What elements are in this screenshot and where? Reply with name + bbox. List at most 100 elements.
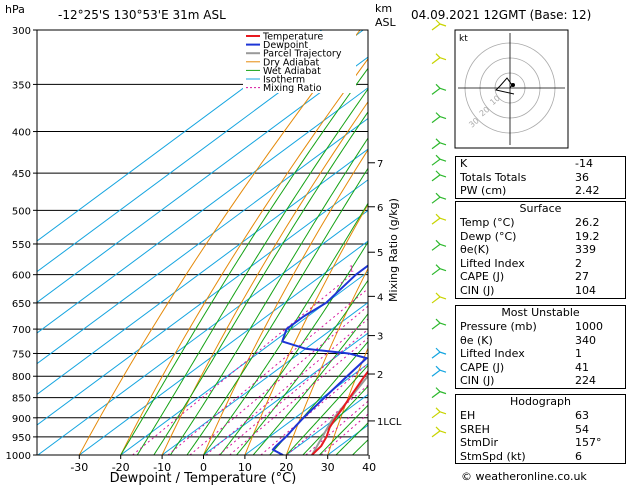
pressure-tick-label: 350 xyxy=(12,80,31,91)
temperature-tick-label: 10 xyxy=(238,461,252,474)
table-row: CIN (J) 224 xyxy=(456,374,625,388)
wet-adiabat-line xyxy=(120,67,368,455)
wind-barb xyxy=(439,369,447,373)
row-value: 26.2 xyxy=(575,216,600,229)
table-row: CAPE (J) 27 xyxy=(456,270,625,284)
table-row: Lifted Index 1 xyxy=(456,347,625,361)
row-label: CAPE (J) xyxy=(460,270,505,284)
row-label: PW (cm) xyxy=(460,184,507,198)
datetime-title: 04.09.2021 12GMT (Base: 12) xyxy=(411,8,591,22)
isotherm-line xyxy=(37,87,368,334)
table-row: EH 63 xyxy=(456,409,625,423)
wind-barb xyxy=(431,213,441,225)
row-value: 19.2 xyxy=(575,229,600,243)
wind-barb xyxy=(439,243,447,247)
row-value: 157° xyxy=(575,436,602,450)
km-tick-label: 5 xyxy=(377,248,383,259)
table-row: CAPE (J) 41 xyxy=(456,361,625,375)
km-tick-label: 2 xyxy=(377,370,383,381)
table-row: Pressure (mb) 1000 xyxy=(456,320,625,334)
table-row: StmDir 157° xyxy=(456,436,625,450)
legend-box xyxy=(243,31,356,93)
table-row: θe (K) 340 xyxy=(456,334,625,348)
parcel-trajectory-line xyxy=(311,374,368,455)
pressure-tick-label: 800 xyxy=(12,372,31,383)
wind-barb xyxy=(431,407,441,419)
legend-label: Mixing Ratio xyxy=(263,83,322,94)
wind-barb xyxy=(439,23,447,27)
row-label: CIN (J) xyxy=(460,283,495,297)
surface-title: Surface xyxy=(519,202,562,215)
temperature-tick-label: 20 xyxy=(279,461,293,474)
legend-label: Temperature xyxy=(262,32,323,43)
storm-motion-marker xyxy=(511,83,515,87)
table-row: K -14 xyxy=(456,157,625,171)
dry-adiabat-line xyxy=(78,30,361,455)
legend-label: Parcel Trajectory xyxy=(263,49,342,60)
wind-barb xyxy=(439,196,447,200)
table-row: θe(K) 339 xyxy=(456,243,625,257)
wet-adiabat-line xyxy=(203,202,368,455)
surface-table: Surface Temp (°C) 26.2 Dewp (°C) 19.2 θe(K) 3… xyxy=(455,201,626,299)
row-value: 104 xyxy=(575,283,596,297)
row-value: 41 xyxy=(575,360,589,374)
row-value: 2.42 xyxy=(575,184,600,198)
row-label: Pressure (mb) xyxy=(460,320,537,333)
wind-barb xyxy=(439,268,447,272)
temperature-tick-label: 30 xyxy=(321,461,335,474)
isotherm-line xyxy=(37,117,368,365)
pressure-tick-label: 650 xyxy=(12,299,31,310)
wind-barb xyxy=(431,138,441,150)
mixing-ratio-line xyxy=(189,305,368,455)
pressure-tick-label: 900 xyxy=(12,414,31,425)
wet-adiabat-line xyxy=(319,404,368,455)
row-value: 339 xyxy=(575,243,596,257)
wet-adiabat-line xyxy=(236,279,368,455)
isotherm-line xyxy=(37,209,368,455)
wind-barb xyxy=(431,239,441,251)
isotherm-line xyxy=(79,240,368,455)
dry-adiabat-line xyxy=(161,101,368,455)
wind-barb xyxy=(431,192,441,204)
pressure-tick-label: 600 xyxy=(12,271,31,282)
table-row: StmSpd (kt) 6 xyxy=(456,450,625,464)
wind-barb xyxy=(431,318,441,330)
row-label: SREH xyxy=(460,422,490,436)
temperature-tick-label: -30 xyxy=(70,461,88,474)
km-tick-label: 1LCL xyxy=(377,417,402,428)
mixing-ratio-line xyxy=(229,337,368,455)
pressure-tick-label: 700 xyxy=(12,325,31,336)
profile-lines xyxy=(271,264,368,455)
pressure-tick-label: 500 xyxy=(12,206,31,217)
row-label: Lifted Index xyxy=(460,347,525,361)
row-label: StmDir xyxy=(460,436,499,450)
wind-barb xyxy=(431,264,441,276)
isotherm-line xyxy=(244,363,368,455)
row-label: Dewp (°C) xyxy=(460,229,517,243)
temperature-tick-label: -20 xyxy=(112,461,130,474)
wind-barb xyxy=(439,174,447,178)
table-row: Dewp (°C) 19.2 xyxy=(456,230,625,244)
legend-label: Wet Adiabat xyxy=(263,66,321,77)
mixing-ratio-line xyxy=(132,274,352,455)
plot-grid xyxy=(37,30,368,455)
wind-barb xyxy=(439,158,447,162)
wind-barb xyxy=(439,351,447,355)
pressure-tick-label: 950 xyxy=(12,433,31,444)
row-label: StmSpd (kt) xyxy=(460,449,526,463)
wet-adiabat-line xyxy=(252,312,368,455)
table-row: Lifted Index 2 xyxy=(456,257,625,271)
temperature-tick-label: 40 xyxy=(362,461,376,474)
pressure-tick-label: 400 xyxy=(12,128,31,139)
wet-adiabat-line xyxy=(153,111,368,455)
mixing-ratio-line xyxy=(260,362,368,455)
temperature-tick-label: 0 xyxy=(200,461,207,474)
table-row: Totals Totals 36 xyxy=(456,171,625,185)
wind-barb xyxy=(439,57,447,61)
temperature-tick-label: -10 xyxy=(153,461,171,474)
row-label: CAPE (J) xyxy=(460,360,505,374)
dry-adiabat-line xyxy=(120,58,368,455)
mixing-ratio-label: 1 xyxy=(349,265,354,274)
